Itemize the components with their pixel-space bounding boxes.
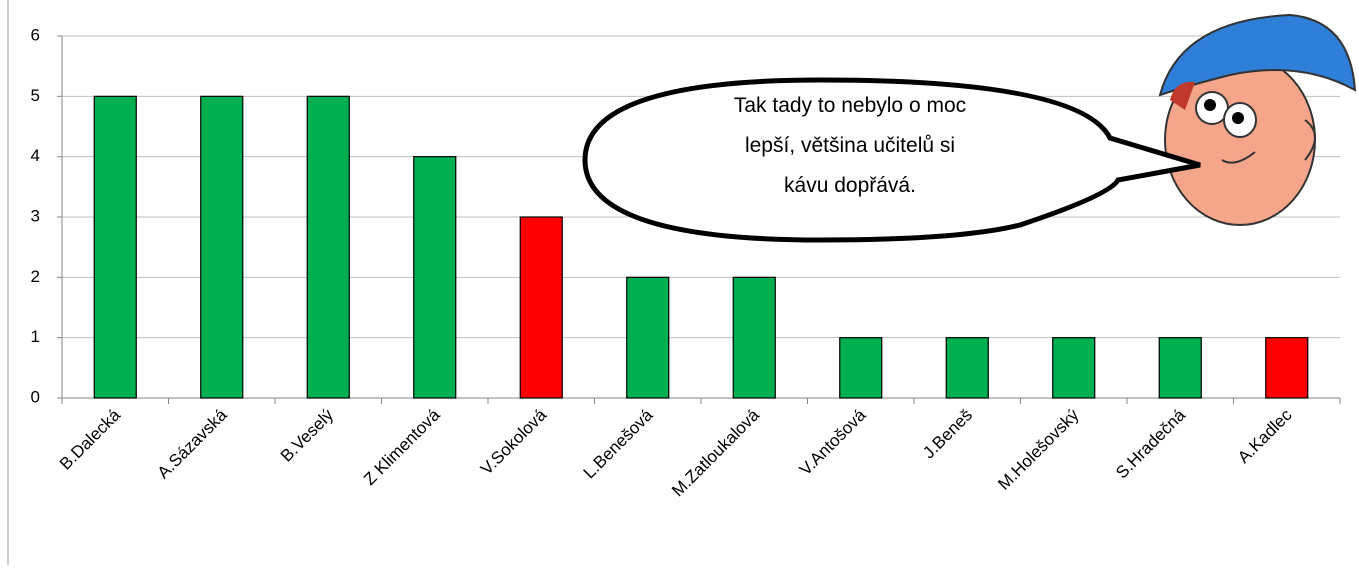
bubble-text: kávu dopřává.	[784, 174, 916, 197]
mouth	[1221, 151, 1256, 164]
bar	[626, 276, 670, 399]
bar	[413, 156, 457, 399]
chart-frame	[7, 0, 9, 570]
x-tick-label: V.Sokolová	[477, 405, 551, 479]
y-tick-label: 5	[31, 86, 40, 105]
bar	[306, 95, 350, 399]
bar	[732, 276, 776, 399]
bar	[839, 337, 883, 399]
x-tick-label: B.Veselý	[277, 405, 338, 466]
pupil	[1232, 112, 1244, 124]
bubble-text: lepší, většina učitelů si	[745, 134, 955, 157]
x-tick-label: M.Zatloukalová	[668, 405, 763, 500]
pupil	[1204, 99, 1216, 111]
ear	[1304, 119, 1316, 161]
bar	[1158, 337, 1202, 399]
bubble-text: Tak tady to nebylo o moc	[734, 94, 966, 117]
bubble-shape	[582, 77, 1201, 243]
y-tick-label: 1	[31, 327, 40, 346]
speech-bubble: Tak tady to nebylo o moc lepší, většina …	[582, 77, 1201, 243]
bar	[1265, 337, 1309, 399]
bar	[93, 95, 137, 399]
y-tick-label: 4	[31, 146, 40, 165]
x-tick-label: V.Antošová	[796, 405, 870, 479]
x-tick-label: M.Holešovský	[994, 405, 1083, 494]
x-tick-label: A.Sázavská	[154, 405, 231, 482]
x-tick-label: B.Dalecká	[56, 405, 125, 474]
x-tick-label: J.Beneš	[919, 405, 976, 462]
x-tick-label: Z Klimentová	[360, 405, 444, 489]
y-tick-label: 2	[31, 267, 40, 286]
character	[1158, 13, 1357, 226]
y-tick-label: 3	[31, 206, 40, 225]
x-tick-label: S.Hradečná	[1112, 405, 1189, 482]
x-tick-label: A.Kadlec	[1234, 405, 1296, 467]
bar	[945, 337, 989, 399]
hair	[1170, 81, 1195, 110]
y-tick-label: 6	[31, 25, 40, 44]
bar	[200, 95, 244, 399]
bar	[519, 216, 563, 399]
y-tick-label: 0	[31, 387, 40, 406]
cap	[1158, 13, 1357, 97]
bar	[1052, 337, 1096, 399]
x-tick-label: L.Benešová	[580, 405, 657, 482]
